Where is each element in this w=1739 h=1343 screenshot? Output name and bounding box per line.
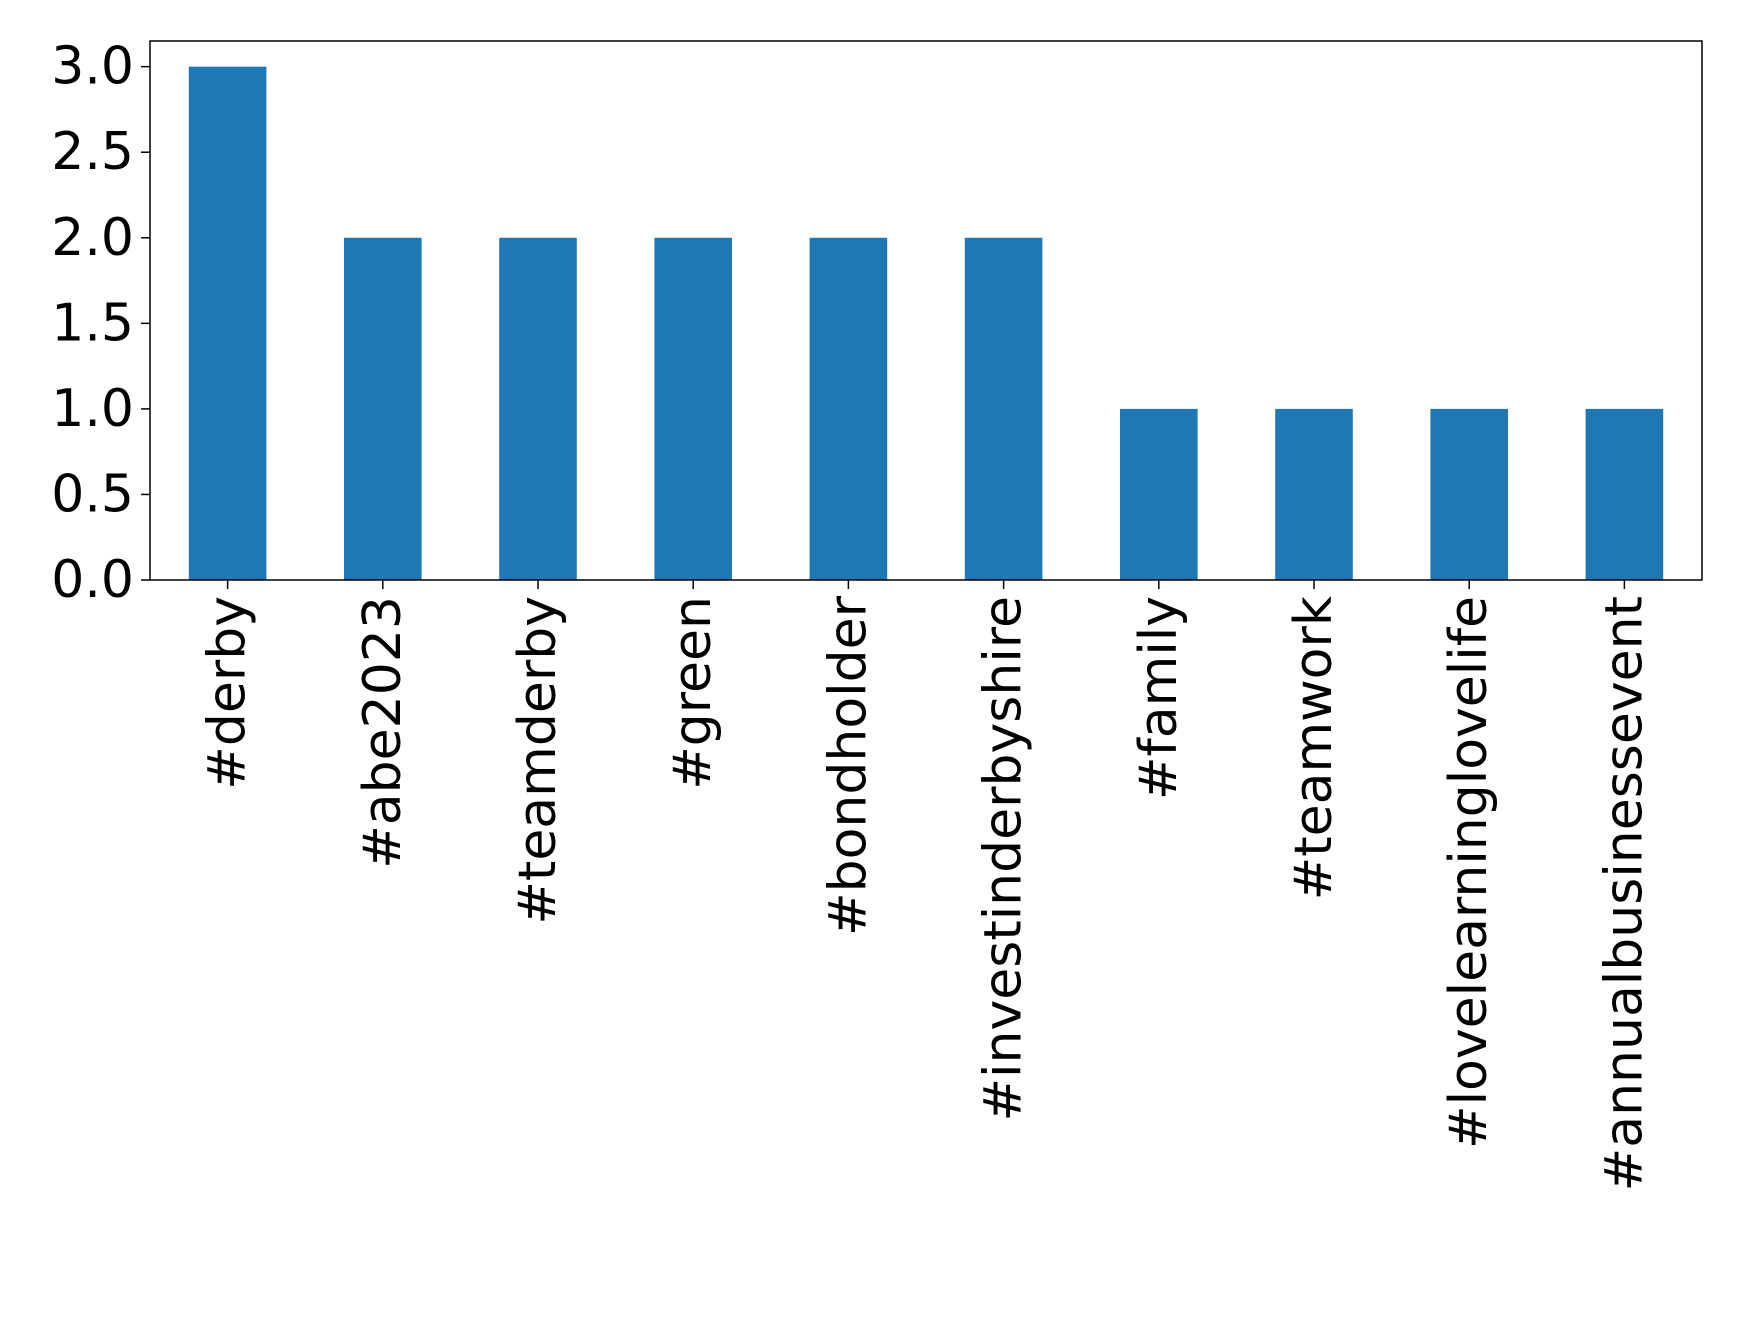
- y-tick-label: 0.0: [51, 550, 134, 610]
- y-tick-label: 0.5: [51, 464, 134, 524]
- y-tick-label: 3.0: [51, 37, 134, 97]
- x-tick-label: #abe2023: [353, 596, 413, 869]
- bar: [964, 237, 1043, 580]
- x-tick-label: #teamderby: [508, 596, 568, 925]
- x-tick-label: #family: [1129, 596, 1189, 800]
- x-tick-label: #investinderbyshire: [974, 596, 1034, 1122]
- y-tick-label: 2.5: [51, 122, 134, 182]
- bar: [809, 237, 888, 580]
- bar: [499, 237, 577, 580]
- bar: [188, 66, 267, 580]
- x-tick-label: #teamwork: [1284, 596, 1344, 900]
- x-axis: #derby #abe2023 #teamderby #green #bondholde…: [198, 580, 1654, 1191]
- bar: [1275, 408, 1353, 580]
- x-tick-label: #derby: [198, 596, 258, 790]
- x-tick-label: #lovelearninglovelife: [1439, 596, 1499, 1149]
- x-tick-label: #bondholder: [818, 595, 878, 936]
- y-tick-label: 2.0: [51, 208, 134, 268]
- bar: [1120, 408, 1198, 580]
- bar: [344, 237, 422, 580]
- plot-frame: [149, 40, 1703, 581]
- bar: [654, 237, 732, 580]
- bar: [1585, 408, 1664, 580]
- y-tick-label: 1.5: [51, 293, 134, 353]
- bars-group: [188, 66, 1664, 580]
- y-tick-label: 1.0: [51, 379, 134, 439]
- y-axis: 0.0 0.5 1.0 1.5 2.0 2.5 3.0: [51, 37, 150, 610]
- bar: [1430, 408, 1508, 580]
- x-tick-label: #annualbusinessevent: [1594, 596, 1654, 1191]
- x-tick-label: #green: [663, 596, 723, 790]
